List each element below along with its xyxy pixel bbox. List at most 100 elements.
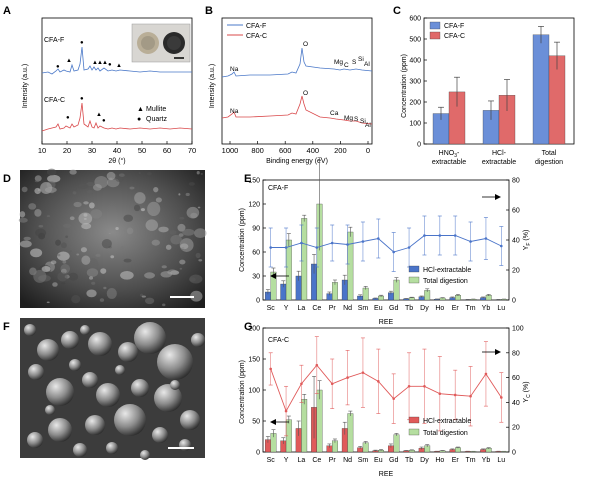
panel-b-ylabel: Intensity (a.u.): [209, 64, 216, 108]
sem-particle: [57, 271, 68, 282]
svg-text:Al: Al: [364, 61, 370, 68]
panel-b-legend: CFA-F CFA-C: [227, 23, 267, 40]
yield-point: [284, 409, 288, 413]
legend-mullite-symbol: ▲: [137, 106, 144, 113]
sem-particle: [197, 206, 201, 209]
x-tick-label: Nd: [343, 305, 352, 312]
yield-point: [484, 237, 488, 240]
sem-sphere: [37, 339, 59, 361]
panel-g-title: CFA-C: [268, 337, 289, 344]
sem-sphere: [179, 439, 191, 451]
sem-particle: [73, 187, 77, 190]
yield-point: [407, 384, 411, 388]
bar: [393, 434, 400, 453]
sem-particle: [81, 255, 91, 265]
panel-letter-e: E: [244, 173, 251, 185]
x-tick-label: Lu: [497, 457, 505, 464]
yield-point: [346, 243, 349, 246]
sem-sphere: [82, 372, 98, 388]
y2-tick-label: 100: [512, 326, 524, 333]
sem-particle: [158, 226, 169, 233]
sem-particle: [90, 209, 103, 219]
svg-text:Na: Na: [230, 108, 239, 115]
sem-particle: [78, 183, 89, 189]
sem-particle: [123, 214, 134, 222]
svg-text:extractable: extractable: [482, 159, 516, 166]
panel-e-plot: 0 30 60 90 120 150 0 20 40 60 80 Sc Y La Ce Pr Nd Sm Eu Gd T…: [248, 157, 520, 312]
panel-g-plot: 0 50 100 150 200 0 20 40 60 80 100 Sc Y La Ce Pr Nd Sm Eu G…: [248, 326, 523, 465]
x-tick-label: Y: [284, 457, 289, 464]
sem-sphere: [48, 418, 72, 442]
sem-sphere: [45, 405, 55, 415]
sem-particle: [196, 170, 200, 175]
yield-point: [469, 394, 472, 398]
sem-particle: [34, 187, 41, 195]
y2-tick-label: 20: [512, 268, 520, 275]
panel-g-xlabel: REE: [379, 471, 394, 478]
sem-sphere: [114, 404, 146, 436]
yield-point: [438, 234, 442, 237]
x-tick-label: Pr: [329, 305, 337, 312]
sem-sphere: [88, 332, 112, 356]
svg-text:▲: ▲: [116, 63, 122, 69]
panel-e-ylabel: Concentration (ppm): [239, 208, 246, 272]
legend-total-digestion: Total digestion: [423, 278, 468, 285]
yield-point: [330, 382, 334, 386]
x-tick-label: Yb: [482, 305, 491, 312]
svg-text:Al: Al: [365, 122, 371, 129]
panel-e: E Concentration (ppm) YF (%) CFA-F 0 30 60…: [239, 157, 532, 326]
sem-sphere: [106, 442, 118, 454]
panel-letter-f: F: [3, 321, 10, 333]
sem-particle: [80, 247, 87, 253]
panel-a-label-cfa-c: CFA-C: [44, 97, 65, 104]
sem-sphere: [180, 410, 200, 430]
sem-particle: [110, 255, 115, 259]
x-tick-label: 30: [88, 146, 96, 155]
sem-particle: [46, 215, 51, 218]
sem-particle: [37, 188, 40, 192]
svg-text:●: ●: [108, 62, 112, 68]
sem-particle: [69, 250, 72, 253]
yield-point: [315, 363, 319, 367]
y-tick-label: 150: [248, 178, 260, 185]
panel-b-xlabel: Binding energy (eV): [266, 158, 328, 165]
bar: [362, 442, 369, 453]
svg-text:▲: ▲: [102, 60, 108, 66]
sem-particle: [179, 267, 183, 270]
sem-sphere: [154, 384, 182, 412]
sem-particle: [46, 301, 50, 304]
sem-particle: [86, 182, 95, 187]
legend-quartz-label: Quartz: [146, 116, 168, 123]
sem-particle: [65, 235, 69, 238]
sem-particle: [151, 239, 160, 246]
x-tick-label: Eu: [374, 457, 383, 464]
x-tick-label: 0: [366, 146, 370, 155]
sem-particle: [162, 303, 166, 307]
axis-arrows: [270, 349, 501, 425]
panel-g-y2label: YC (%): [523, 381, 532, 402]
sem-particle: [179, 259, 186, 265]
sem-particle: [46, 168, 57, 176]
sem-particle: [129, 186, 135, 190]
svg-text:Ca: Ca: [330, 110, 339, 117]
sem-particle: [194, 228, 207, 239]
sem-particle: [23, 236, 31, 241]
svg-text:C: C: [344, 62, 349, 69]
panel-a-xticks: 10 20 30 40 50 60 70: [38, 141, 196, 155]
x-tick-label: Ce: [312, 305, 321, 312]
y2-tick-label: 40: [512, 400, 520, 407]
y-tick-label: 500: [409, 37, 421, 44]
y2-tick-label: 60: [512, 375, 520, 382]
sem-particle: [62, 260, 67, 264]
panel-letter-a: A: [3, 5, 11, 17]
sem-particle: [35, 228, 47, 237]
sem-particle: [89, 276, 94, 280]
sem-sphere: [157, 344, 193, 380]
sem-particle: [57, 251, 70, 261]
yield-point: [500, 396, 503, 399]
sem-particle: [44, 186, 57, 193]
sem-particle: [50, 260, 57, 265]
bar: [285, 239, 292, 301]
xps-peak-labels: Na O Mg C S Si Al Na O Ca Mg S Si Al: [230, 41, 371, 129]
panel-letter-b: B: [205, 5, 213, 17]
